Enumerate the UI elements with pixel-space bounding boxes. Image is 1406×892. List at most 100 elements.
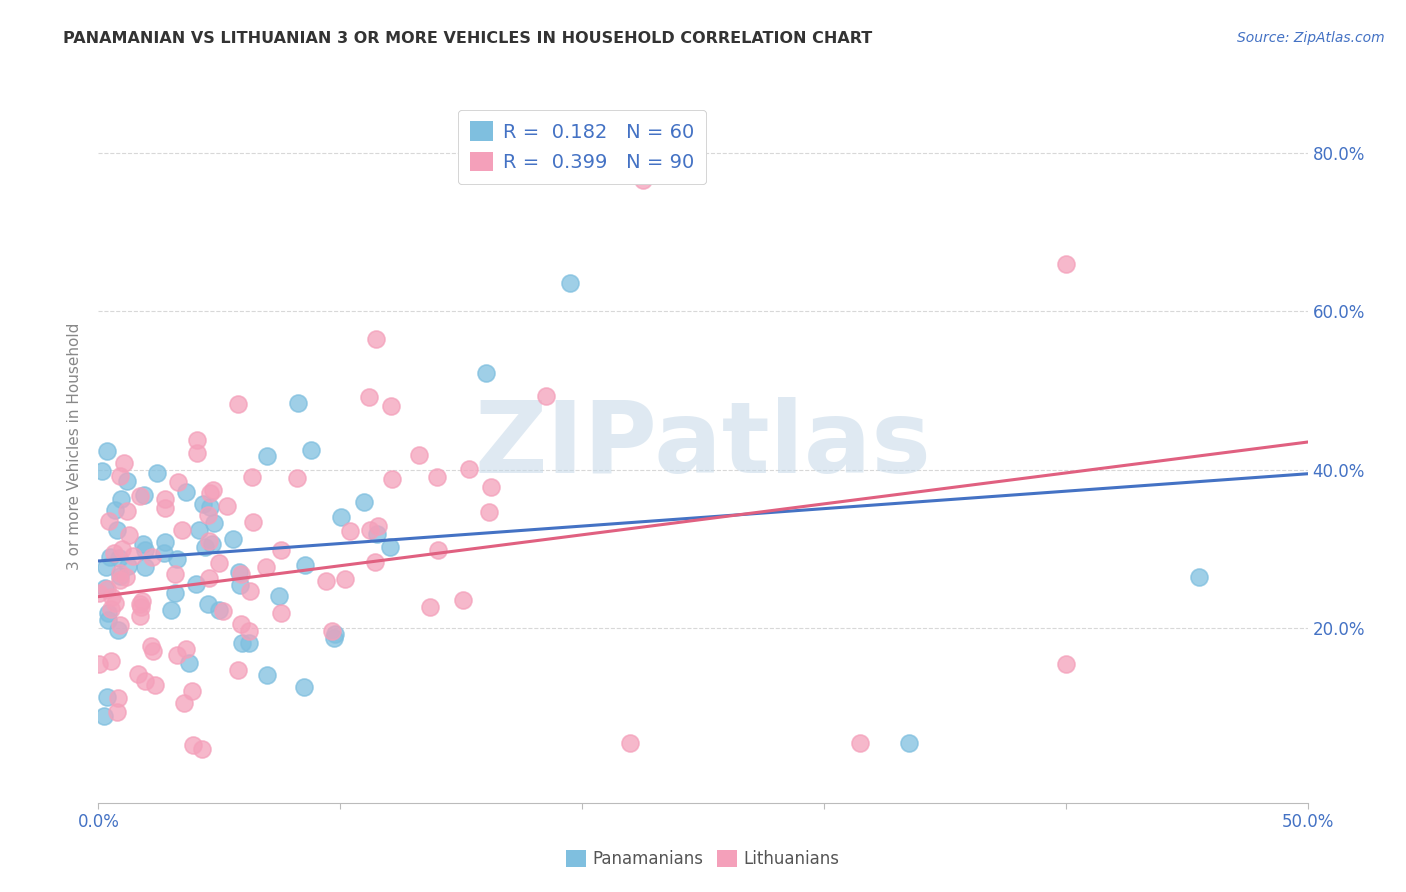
Point: [380, 472, 402, 486]
Point: [108, 618, 131, 632]
Point: [159, 602, 181, 616]
Point: [1054, 657, 1077, 671]
Point: [128, 489, 150, 503]
Point: [97, 607, 120, 621]
Point: [419, 600, 441, 615]
Point: [270, 607, 292, 621]
Point: [98, 550, 121, 565]
Point: [321, 624, 343, 638]
Point: [131, 537, 153, 551]
Point: [202, 516, 225, 530]
Point: [426, 469, 449, 483]
Point: [198, 571, 221, 585]
Point: [104, 503, 127, 517]
Point: [115, 570, 138, 584]
Point: [191, 497, 214, 511]
Point: [231, 636, 253, 650]
Point: [197, 508, 219, 523]
Point: [110, 573, 132, 587]
Point: [177, 656, 200, 670]
Point: [107, 691, 129, 706]
Point: [198, 534, 221, 549]
Point: [186, 446, 208, 460]
Point: [108, 568, 131, 582]
Point: [477, 505, 499, 519]
Text: ZIPatlas: ZIPatlas: [475, 398, 931, 494]
Point: [242, 515, 264, 529]
Point: [87, 657, 110, 671]
Point: [333, 573, 356, 587]
Point: [108, 566, 131, 581]
Point: [322, 631, 344, 645]
Point: [115, 504, 138, 518]
Point: [215, 500, 238, 514]
Point: [475, 366, 498, 380]
Point: [226, 397, 249, 411]
Point: [87, 586, 110, 600]
Point: [173, 697, 195, 711]
Point: [1054, 257, 1077, 271]
Point: [201, 537, 224, 551]
Point: [269, 589, 291, 603]
Point: [117, 559, 139, 574]
Point: [294, 558, 316, 573]
Point: [364, 332, 387, 346]
Point: [131, 594, 153, 608]
Point: [228, 663, 250, 677]
Point: [181, 684, 204, 698]
Point: [96, 582, 118, 597]
Point: [357, 390, 380, 404]
Point: [197, 597, 219, 611]
Point: [111, 542, 134, 557]
Point: [142, 644, 165, 658]
Point: [166, 648, 188, 662]
Point: [163, 585, 186, 599]
Point: [366, 527, 388, 541]
Point: [131, 600, 153, 615]
Point: [299, 443, 322, 458]
Point: [134, 559, 156, 574]
Point: [222, 532, 245, 546]
Text: Source: ZipAtlas.com: Source: ZipAtlas.com: [1237, 31, 1385, 45]
Point: [107, 624, 129, 638]
Point: [897, 736, 920, 750]
Point: [104, 597, 127, 611]
Point: [100, 601, 122, 615]
Point: [146, 466, 169, 480]
Point: [134, 488, 156, 502]
Point: [256, 667, 278, 681]
Point: [97, 613, 120, 627]
Point: [143, 678, 166, 692]
Point: [112, 456, 135, 470]
Point: [201, 483, 224, 498]
Point: [353, 495, 375, 509]
Point: [458, 461, 481, 475]
Point: [186, 577, 208, 591]
Point: [108, 551, 131, 566]
Point: [94, 581, 117, 595]
Point: [292, 680, 315, 694]
Point: [176, 641, 198, 656]
Point: [115, 474, 138, 488]
Point: [378, 541, 401, 555]
Point: [105, 523, 128, 537]
Point: [163, 567, 186, 582]
Point: [198, 486, 221, 500]
Point: [170, 523, 193, 537]
Point: [100, 654, 122, 668]
Point: [256, 449, 278, 463]
Point: [339, 524, 361, 539]
Y-axis label: 3 or more Vehicles in Household: 3 or more Vehicles in Household: [67, 322, 83, 570]
Point: [315, 574, 337, 588]
Point: [239, 584, 262, 599]
Point: [191, 742, 214, 756]
Point: [183, 738, 205, 752]
Point: [229, 616, 252, 631]
Point: [359, 523, 381, 537]
Point: [380, 399, 402, 413]
Point: [849, 736, 872, 750]
Point: [229, 578, 252, 592]
Point: [536, 389, 558, 403]
Point: [212, 604, 235, 618]
Point: [254, 559, 277, 574]
